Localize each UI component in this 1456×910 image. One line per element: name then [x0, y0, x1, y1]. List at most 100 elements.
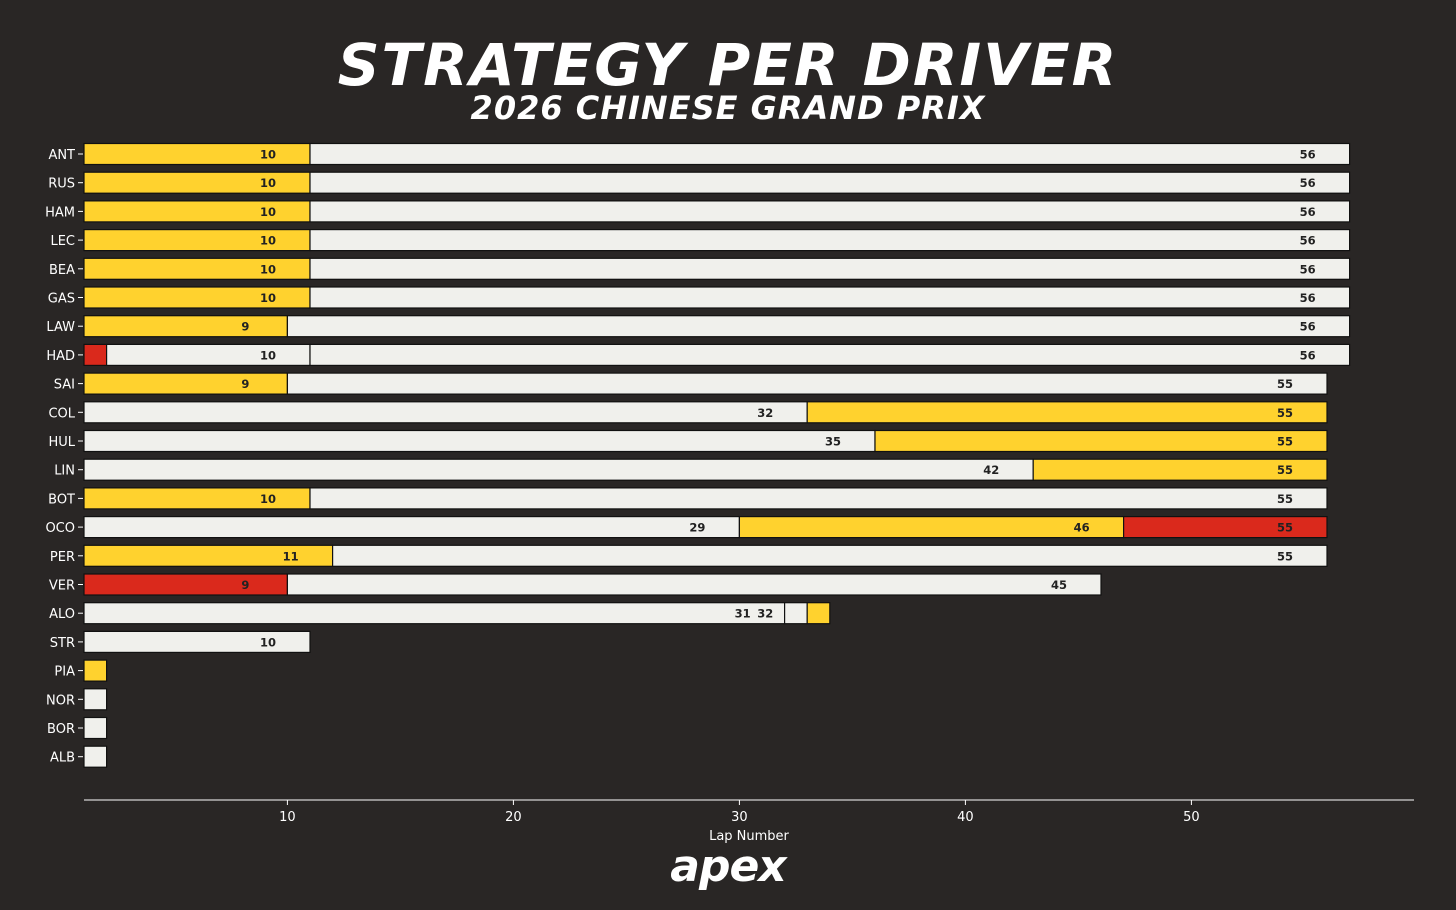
stint-bar-oco-3	[1122, 515, 1328, 539]
stint-end-label: 56	[1300, 291, 1316, 305]
driver-label-gas: GAS	[48, 292, 75, 307]
stint-end-label: 32	[757, 607, 773, 621]
stint-bar-sai-1	[83, 372, 288, 395]
driver-label-ant: ANT	[48, 148, 75, 163]
stint-end-label: 9	[241, 377, 249, 391]
stint-bar-bea-1	[83, 257, 311, 280]
x-tick-label: 40	[957, 810, 974, 825]
stint-end-label: 10	[260, 635, 276, 649]
chart-subtitle: 2026 CHINESE GRAND PRIX	[470, 89, 986, 127]
stint-bar-ham-1	[83, 200, 311, 223]
stint-bar-alo-1	[83, 602, 786, 625]
stint-end-label: 10	[260, 262, 276, 276]
driver-label-pia: PIA	[54, 665, 75, 680]
stint-bar-ant-2	[309, 142, 1351, 166]
stint-end-label: 10	[260, 176, 276, 190]
driver-label-hul: HUL	[48, 435, 75, 450]
stint-bar-alo-2	[783, 602, 808, 625]
stint-end-label: 55	[1277, 521, 1293, 535]
stint-bar-bor-1	[83, 716, 108, 740]
stint-bar-lin-2	[1032, 458, 1328, 481]
stint-bar-lec-2	[309, 229, 1351, 252]
stint-end-label: 55	[1277, 377, 1293, 391]
stint-bar-had-3	[309, 343, 1351, 366]
stint-end-label: 35	[825, 435, 841, 449]
stint-bar-gas-2	[309, 286, 1351, 309]
stint-end-label: 56	[1300, 348, 1316, 362]
stint-end-label: 55	[1277, 435, 1293, 449]
stint-bar-lec-1	[83, 229, 311, 252]
stint-end-label: 45	[1051, 578, 1067, 592]
stint-bar-had-2	[105, 343, 311, 366]
stint-bar-ham-2	[309, 200, 1351, 223]
stint-end-label: 10	[260, 234, 276, 248]
driver-label-alb: ALB	[50, 751, 75, 766]
stint-end-label: 46	[1074, 521, 1090, 535]
stint-bar-oco-2	[738, 515, 1125, 539]
x-tick-label: 50	[1183, 810, 1200, 825]
stint-bar-bot-1	[83, 487, 311, 510]
stint-end-label: 10	[260, 205, 276, 219]
stint-bar-hul-2	[874, 429, 1328, 453]
stint-end-label: 55	[1277, 549, 1293, 563]
stint-end-label: 10	[260, 148, 276, 162]
x-tick-label: 10	[279, 810, 296, 825]
driver-label-bot: BOT	[48, 492, 75, 507]
stint-end-label: 10	[260, 348, 276, 362]
stint-bar-alb-1	[83, 745, 108, 768]
stint-bar-oco-1	[83, 515, 741, 539]
driver-label-had: HAD	[46, 349, 75, 364]
stint-bar-ant-1	[83, 142, 311, 166]
stint-end-label: 31	[735, 607, 751, 621]
driver-label-bea: BEA	[49, 263, 75, 278]
stint-end-label: 56	[1300, 176, 1316, 190]
stint-end-label: 56	[1300, 148, 1316, 162]
stint-bar-per-2	[332, 544, 1328, 567]
driver-label-nor: NOR	[46, 693, 75, 708]
driver-label-ham: HAM	[45, 205, 75, 220]
stint-end-label: 56	[1300, 234, 1316, 248]
stint-bar-bot-2	[309, 487, 1328, 510]
stint-end-label: 9	[241, 578, 249, 592]
stint-end-label: 32	[757, 406, 773, 420]
stint-end-label: 9	[241, 320, 249, 334]
stint-end-label: 56	[1300, 320, 1316, 334]
stint-bar-law-2	[286, 315, 1351, 338]
stint-end-label: 56	[1300, 262, 1316, 276]
stint-bar-pia-1	[83, 659, 108, 682]
driver-label-alo: ALO	[49, 607, 75, 622]
driver-label-ver: VER	[49, 579, 75, 594]
x-axis-label: Lap Number	[709, 829, 789, 844]
driver-label-oco: OCO	[45, 521, 75, 536]
stint-bar-bea-2	[309, 257, 1351, 280]
x-tick-label: 20	[505, 810, 522, 825]
driver-label-law: LAW	[46, 320, 75, 335]
stint-bar-ver-1	[83, 573, 288, 596]
stint-end-label: 55	[1277, 492, 1293, 506]
stint-bar-had-1	[83, 343, 108, 366]
driver-label-col: COL	[48, 406, 75, 421]
stint-bar-ver-2	[286, 573, 1102, 596]
driver-label-str: STR	[50, 636, 75, 651]
stint-end-label: 10	[260, 291, 276, 305]
stint-bar-sai-2	[286, 372, 1328, 395]
stint-bar-alo-3	[806, 602, 831, 625]
stint-bar-lin-1	[83, 458, 1034, 481]
stint-bar-nor-1	[83, 688, 108, 711]
stint-bar-gas-1	[83, 286, 311, 309]
stint-bar-col-2	[806, 401, 1328, 424]
stint-bar-rus-1	[83, 171, 311, 194]
driver-label-sai: SAI	[54, 378, 75, 393]
stint-end-label: 42	[983, 463, 999, 477]
stint-bar-law-1	[83, 315, 288, 338]
x-tick-label: 30	[731, 810, 748, 825]
stint-end-label: 29	[689, 521, 705, 535]
stint-end-label: 55	[1277, 463, 1293, 477]
stint-end-label: 11	[283, 549, 299, 563]
stint-bar-col-1	[83, 401, 808, 424]
chart-title: STRATEGY PER DRIVER	[337, 31, 1119, 99]
stint-end-label: 55	[1277, 406, 1293, 420]
stint-bar-str-1	[83, 630, 311, 654]
stint-bar-hul-1	[83, 429, 876, 453]
stint-bar-rus-2	[309, 171, 1351, 194]
